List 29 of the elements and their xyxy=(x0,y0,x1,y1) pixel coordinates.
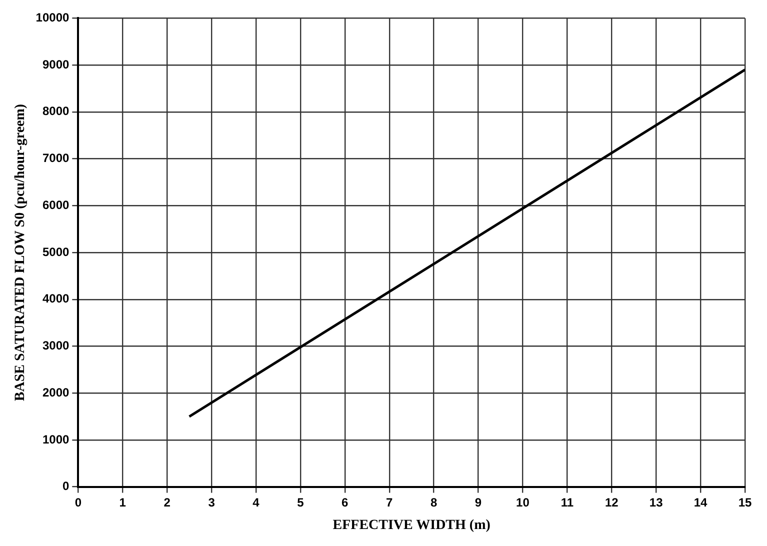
y-tick-label: 8000 xyxy=(42,104,70,118)
y-tick-label: 5000 xyxy=(42,244,70,259)
x-tick-label: 6 xyxy=(342,495,349,510)
x-tick-label: 10 xyxy=(516,495,530,510)
x-tick-label: 5 xyxy=(297,495,304,510)
x-tick-label: 3 xyxy=(208,495,216,510)
y-tick-label: 1000 xyxy=(42,432,70,446)
y-tick-label: 6000 xyxy=(42,198,70,212)
x-tick-label: 12 xyxy=(604,495,619,510)
y-tick-label: 2000 xyxy=(42,385,70,400)
y-tick-label: 9000 xyxy=(42,57,70,72)
x-tick-label: 8 xyxy=(430,495,438,510)
x-tick-label: 1 xyxy=(119,495,126,510)
y-tick-label: 3000 xyxy=(42,338,70,353)
y-tick-label: 0 xyxy=(62,479,70,494)
x-tick-label: 14 xyxy=(694,495,708,510)
y-tick-label: 7000 xyxy=(42,151,70,166)
x-tick-label: 11 xyxy=(560,495,574,510)
y-tick-label: 10000 xyxy=(36,10,70,25)
x-tick-label: 2 xyxy=(164,495,171,510)
x-tick-label: 4 xyxy=(252,495,260,510)
x-tick-label: 7 xyxy=(386,495,394,510)
x-tick-label: 13 xyxy=(649,495,664,510)
x-axis-title: EFFECTIVE WIDTH (m) xyxy=(332,518,491,534)
x-tick-label: 9 xyxy=(474,495,482,510)
y-axis-title: BASE SATURATED FLOW S0 (pcu/hour-greem) xyxy=(13,104,28,402)
y-tick-label: 4000 xyxy=(42,292,70,306)
x-tick-label: 0 xyxy=(74,495,82,510)
x-tick-label: 15 xyxy=(738,495,752,510)
